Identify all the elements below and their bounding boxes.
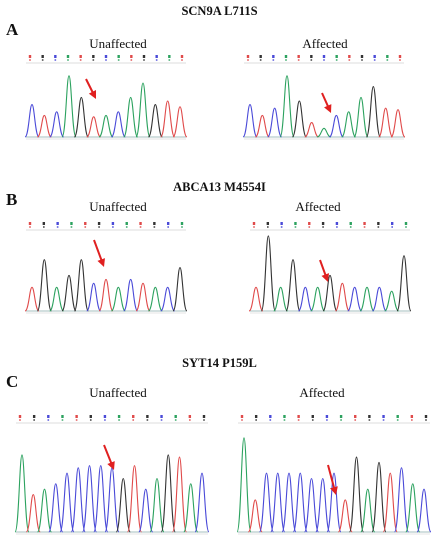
panel-b-affected-label: Affected — [295, 199, 341, 214]
panel-a-letter: A — [6, 20, 19, 39]
panel-b-unaffected-chromatogram — [24, 222, 188, 314]
panel-a-unaffected-chromatogram — [24, 55, 188, 140]
panel-c-title: SYT14 P159L — [182, 356, 257, 370]
panel-c-unaffected-label: Unaffected — [89, 385, 147, 400]
panel-a-affected-chromatogram — [242, 55, 406, 140]
panel-a-unaffected-label: Unaffected — [89, 36, 147, 51]
panel-b-letter: B — [6, 190, 18, 209]
panel-c-letter: C — [6, 372, 19, 391]
panel-a-title: SCN9A L711S — [181, 4, 258, 18]
panel-c-affected-label: Affected — [299, 385, 345, 400]
panel-b-unaffected-label: Unaffected — [89, 199, 147, 214]
panel-c-affected-chromatogram — [236, 415, 432, 535]
panel-b-affected-chromatogram — [248, 222, 412, 314]
panel-c-unaffected-chromatogram — [14, 415, 210, 535]
panel-a-affected-label: Affected — [302, 36, 348, 51]
panel-b-title: ABCA13 M4554I — [173, 180, 266, 194]
